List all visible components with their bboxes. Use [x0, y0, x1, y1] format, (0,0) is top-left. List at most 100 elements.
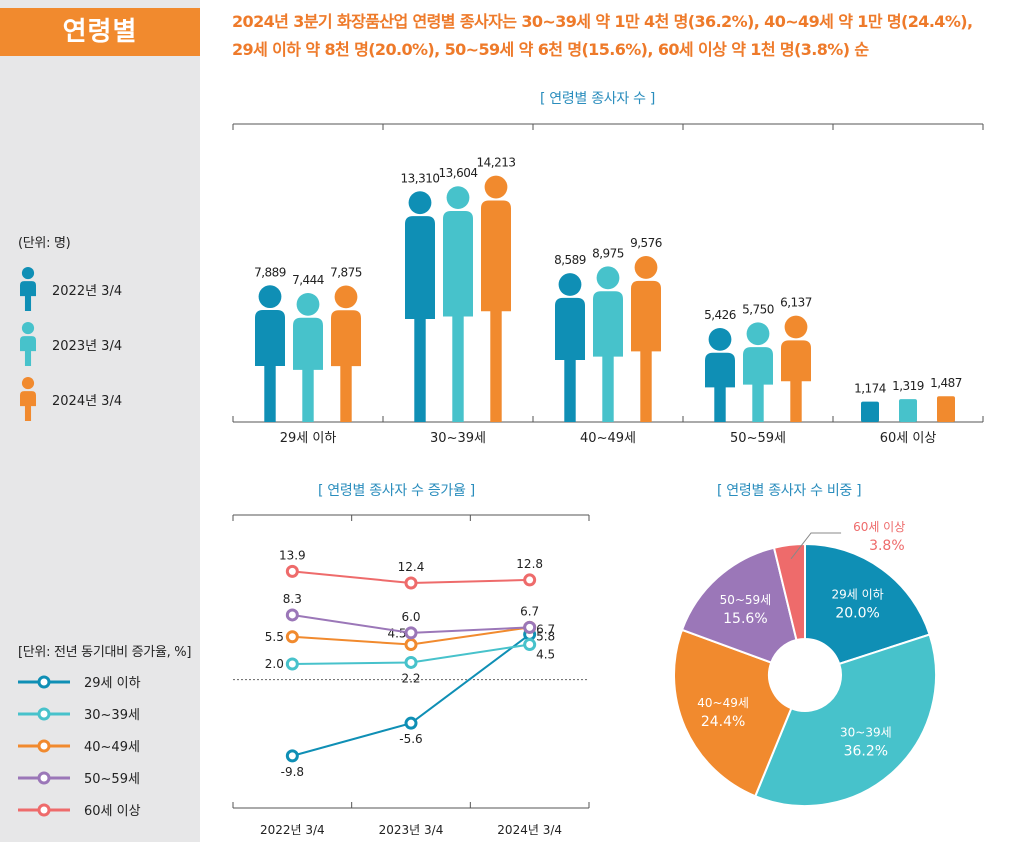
data-label: 6.7 [536, 622, 555, 636]
line-legend-label: 29세 이하 [84, 676, 141, 691]
data-label: 13.9 [279, 548, 306, 562]
x-tick-label: 50~59세 [730, 431, 786, 446]
line-legend-item: 40~49세 [18, 736, 140, 755]
unit-label-rate: [단위: 전년 동기대비 증가율, %] [18, 645, 192, 660]
data-label: 7,889 [254, 265, 286, 279]
slice-label: 29세 이하 [831, 588, 883, 602]
line-chart-title: [ 연령별 종사자 수 증가율 ] [318, 483, 475, 499]
data-label: 5.8 [536, 629, 555, 643]
person-legend-label: 2024년 3/4 [52, 393, 123, 409]
data-point [285, 564, 299, 578]
person-bar [293, 292, 323, 422]
pie-slice [753, 633, 937, 807]
person-bar [555, 273, 585, 422]
line-legend-label: 50~59세 [84, 772, 140, 787]
pie-chart-title: [ 연령별 종사자 수 비중 ] [717, 483, 862, 499]
headline-line-1: 2024년 3분기 화장품산업 연령별 종사자는 30~39세 약 1만 4천 … [232, 12, 973, 31]
person-bar [899, 399, 917, 422]
person-bar [631, 256, 661, 422]
slice-label: 50~59세 [720, 593, 772, 607]
data-point [285, 749, 299, 763]
x-tick-label: 30~39세 [430, 431, 486, 446]
headline: 2024년 3분기 화장품산업 연령별 종사자는 30~39세 약 1만 4천 … [232, 8, 1002, 64]
data-label: 5.5 [265, 630, 284, 644]
x-tick-label: 2024년 3/4 [497, 823, 562, 837]
person-icon [20, 322, 36, 366]
slice-pct: 36.2% [844, 744, 888, 760]
person-icon [20, 267, 36, 311]
line-marker-icon [18, 739, 70, 752]
data-point [285, 657, 299, 671]
bar-chart-title: [ 연령별 종사자 수 ] [540, 91, 655, 107]
data-point [404, 638, 418, 652]
data-point [404, 576, 418, 590]
person-bar [255, 285, 285, 422]
person-legend-item: 2022년 3/4 [18, 265, 122, 313]
pie-slice [673, 628, 793, 798]
data-label: 6,137 [780, 296, 812, 310]
person-legend-item: 2024년 3/4 [18, 375, 122, 423]
person-legend-label: 2023년 3/4 [52, 338, 123, 354]
line-legend-item: 50~59세 [18, 768, 140, 787]
line-marker-icon [18, 675, 70, 688]
person-bar [405, 191, 435, 422]
line-marker-icon [18, 707, 70, 720]
pie-slice [804, 542, 931, 666]
line-legend-item: 30~39세 [18, 704, 140, 723]
person-icon-shape [20, 322, 36, 366]
data-label: 4.5 [536, 648, 555, 662]
person-bar [593, 266, 623, 422]
data-label: 5,426 [704, 308, 736, 322]
data-point [523, 620, 537, 634]
slice-pct: 24.4% [701, 714, 745, 730]
person-legend-item: 2023년 3/4 [18, 320, 122, 368]
data-label: 12.8 [516, 557, 543, 571]
data-point [404, 716, 418, 730]
data-label: 7,444 [292, 273, 324, 287]
x-tick-label: 2023년 3/4 [379, 823, 444, 837]
person-bar [705, 327, 735, 422]
data-label: 6.7 [520, 604, 539, 618]
person-bar [443, 186, 473, 422]
data-label: 9,576 [630, 236, 662, 250]
person-bar [331, 285, 361, 422]
data-label: 4.5 [387, 627, 406, 641]
data-label: 1,487 [930, 376, 962, 390]
slice-label: 40~49세 [697, 696, 749, 710]
data-label: -9.8 [281, 765, 304, 779]
data-label: 5,750 [742, 302, 774, 316]
sidebar: 연령별 (단위: 명) 2022년 3/4 2023년 3/4 2024년 3/4 … [0, 0, 200, 842]
data-point [285, 608, 299, 622]
section-tab: 연령별 [0, 8, 200, 56]
callout-line [790, 532, 842, 560]
slice-pct: 20.0% [835, 606, 879, 622]
x-tick-label: 40~49세 [580, 431, 636, 446]
slice-pct: 3.8% [869, 538, 905, 554]
slice-label: 30~39세 [840, 726, 892, 740]
data-label: 8.3 [283, 592, 302, 606]
person-bar [781, 315, 811, 422]
person-icon-shape [20, 267, 36, 311]
x-tick-label: 60세 이상 [880, 431, 937, 446]
person-bar [937, 396, 955, 422]
person-bar [743, 322, 773, 422]
data-point [404, 626, 418, 640]
person-bar [481, 175, 511, 422]
line-marker-icon [18, 771, 70, 784]
data-label: 8,975 [592, 246, 624, 260]
slice-pct: 15.6% [723, 611, 767, 627]
data-label: 14,213 [477, 156, 516, 170]
data-label: 1,174 [854, 382, 886, 396]
line-chart: 2022년 3/4 2023년 3/4 2024년 3/4 -9.8 -5.6 5.8 2.… [232, 514, 590, 837]
line-legend-item: 60세 이상 [18, 800, 141, 819]
line-legend-label: 40~49세 [84, 740, 140, 755]
x-tick-label: 2022년 3/4 [260, 823, 325, 837]
data-label: 2.0 [265, 657, 284, 671]
data-label: -5.6 [399, 732, 422, 746]
headline-line-2: 29세 이하 약 8천 명(20.0%), 50~59세 약 6천 명(15.6… [232, 40, 869, 59]
data-point [523, 638, 537, 652]
line-legend-label: 60세 이상 [84, 804, 141, 819]
data-point [404, 655, 418, 669]
unit-label-people: (단위: 명) [18, 236, 71, 251]
data-point [285, 630, 299, 644]
